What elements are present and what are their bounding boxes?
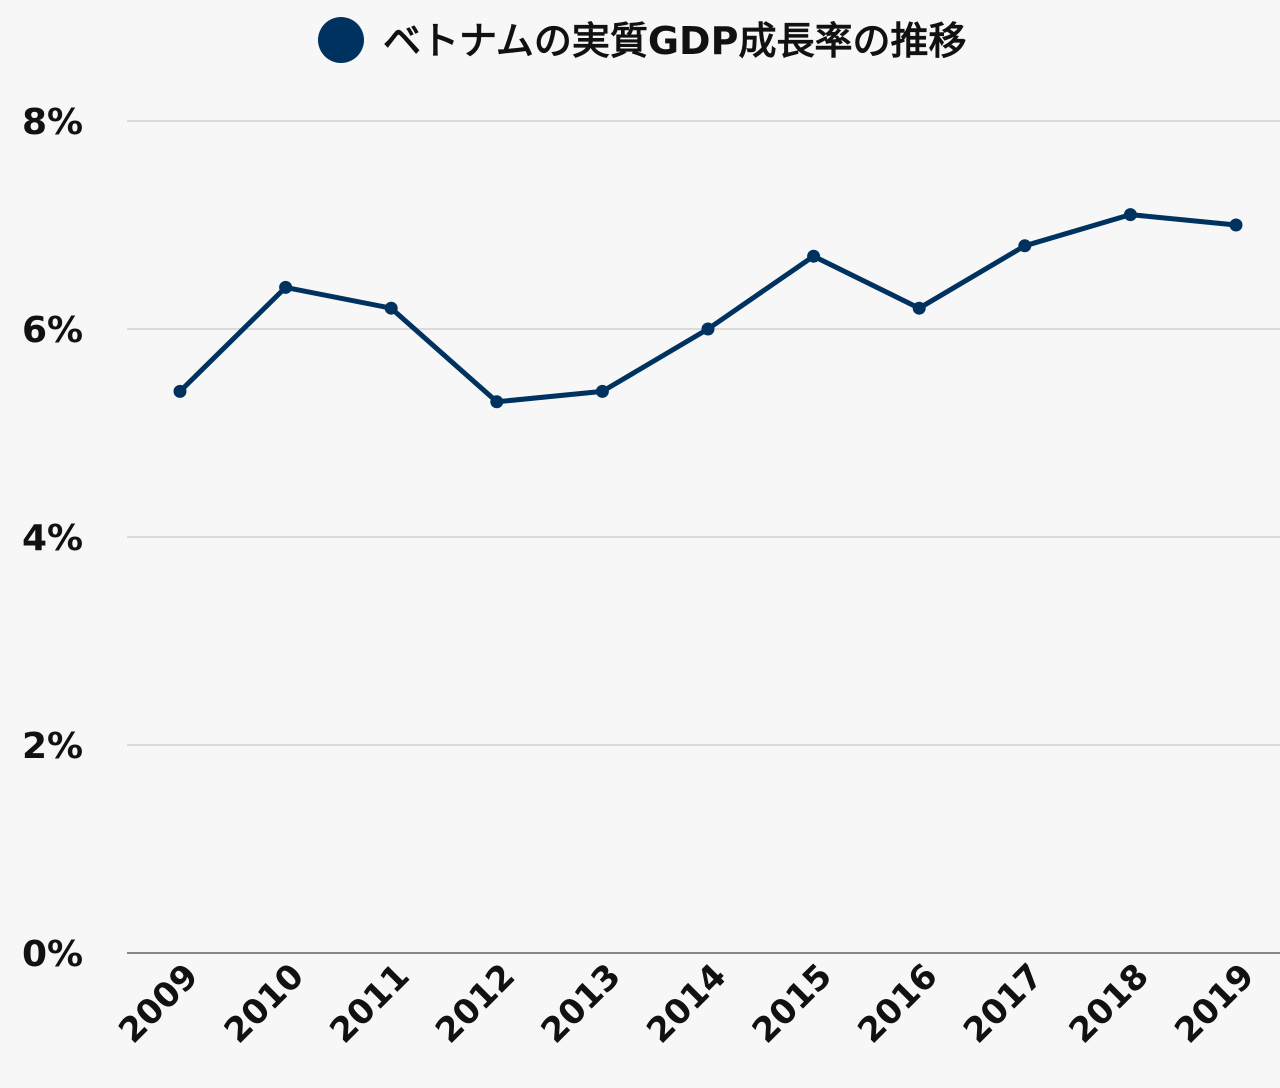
y-tick-label: 2%	[22, 726, 83, 767]
data-point	[1123, 208, 1137, 222]
x-tick-label: 2009	[111, 956, 206, 1051]
data-point	[701, 322, 715, 336]
data-point	[279, 280, 293, 294]
data-point	[1229, 218, 1243, 232]
data-point	[807, 249, 821, 263]
x-tick-label: 2014	[639, 956, 734, 1051]
x-tick-label: 2010	[217, 956, 312, 1051]
y-tick-label: 8%	[22, 102, 83, 143]
data-point	[912, 301, 926, 315]
legend-label: ベトナムの実質GDP成長率の推移	[383, 19, 966, 63]
y-tick-label: 0%	[22, 934, 83, 975]
x-tick-label: 2015	[745, 956, 840, 1051]
x-tick-label: 2011	[322, 956, 417, 1051]
legend-marker	[318, 17, 364, 63]
data-point	[384, 301, 398, 315]
series-line	[178, 212, 1237, 405]
y-tick-label: 4%	[22, 518, 83, 559]
x-tick-label: 2019	[1167, 956, 1262, 1051]
x-tick-label: 2018	[1062, 956, 1157, 1051]
x-tick-label: 2016	[850, 956, 945, 1051]
x-tick-label: 2013	[534, 956, 629, 1051]
x-tick-label: 2012	[428, 956, 523, 1051]
data-point	[1018, 239, 1032, 253]
y-tick-label: 6%	[22, 310, 83, 351]
data-point	[595, 384, 609, 398]
x-tick-label: 2017	[956, 956, 1051, 1051]
data-point	[490, 395, 504, 409]
data-point	[173, 384, 187, 398]
